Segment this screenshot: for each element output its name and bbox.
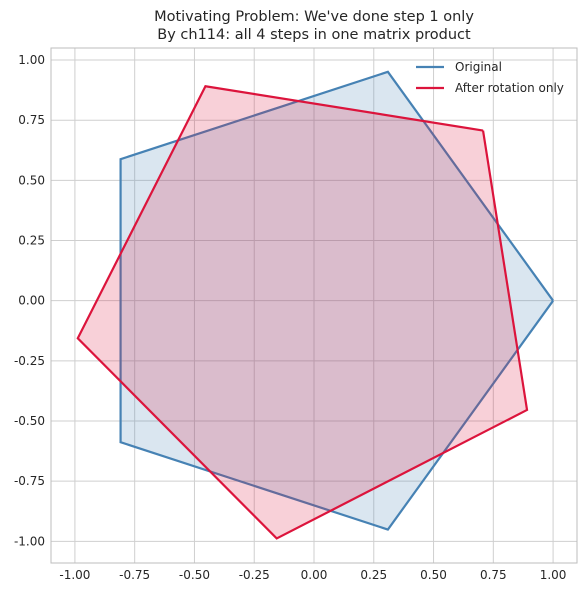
x-tick-label: -0.25 [239,568,270,582]
x-tick-label: 0.00 [301,568,328,582]
x-axis: -1.00 -0.75 -0.50 -0.25 0.00 0.25 0.50 0.75 1.00 [59,568,566,582]
series-fill-original [120,71,554,530]
legend: Original After rotation only [416,60,564,95]
y-tick-label: -0.25 [14,354,45,368]
y-tick-label: -1.00 [14,534,45,548]
series-line-original [119,70,554,531]
x-tick-label: 0.75 [480,568,507,582]
x-tick-label: -0.75 [119,568,150,582]
y-axis: -1.00 -0.75 -0.50 -0.25 0.00 0.25 0.50 0.75 1.00 [14,53,45,548]
y-tick-label: 1.00 [18,53,45,67]
grid [51,48,577,563]
x-tick-label: 0.25 [360,568,387,582]
x-tick-label: 0.50 [420,568,447,582]
series-line-after-rotation-only [76,85,529,540]
y-tick-label: 0.75 [18,113,45,127]
y-tick-label: -0.50 [14,414,45,428]
legend-label-after-rotation-only: After rotation only [455,81,564,95]
axes-frame [50,47,578,564]
y-tick-label: 0.00 [18,294,45,308]
series-fill-after-rotation-only [77,86,528,539]
y-tick-label: 0.25 [18,234,45,248]
x-tick-label: -0.50 [179,568,210,582]
x-tick-label: -1.00 [59,568,90,582]
y-tick-label: 0.50 [18,173,45,187]
plot-area [76,70,554,540]
y-tick-label: -0.75 [14,474,45,488]
legend-label-original: Original [455,60,502,74]
x-tick-label: 1.00 [540,568,567,582]
title-line-2: By ch114: all 4 steps in one matrix prod… [157,27,471,43]
chart-title: Motivating Problem: We've done step 1 on… [154,9,474,43]
title-line-1: Motivating Problem: We've done step 1 on… [154,9,474,25]
